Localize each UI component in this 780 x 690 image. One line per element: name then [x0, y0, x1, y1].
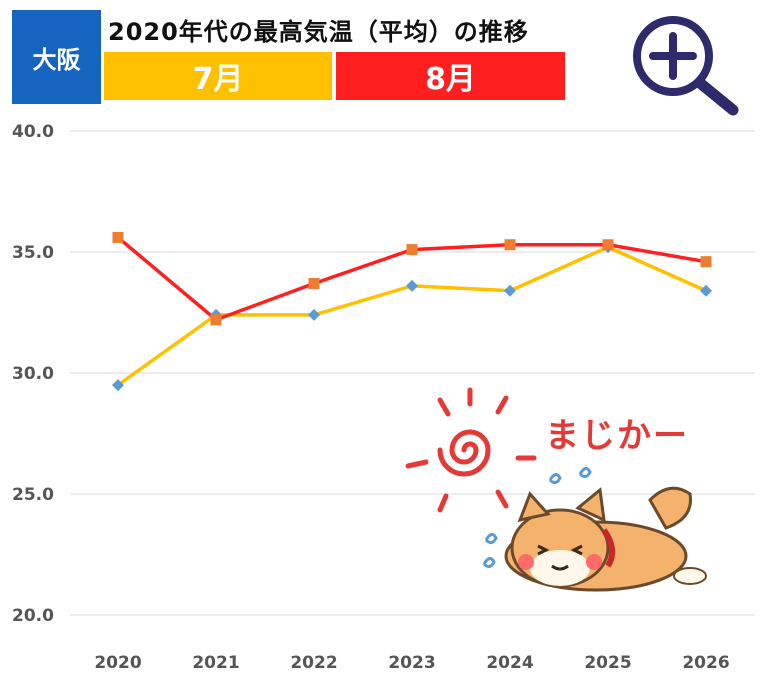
- x-tick-label: 2021: [192, 653, 239, 673]
- x-tick-label: 2022: [290, 653, 337, 673]
- data-point: [406, 279, 418, 292]
- y-axis-ticks: 20.0 25.0 30.0 35.0 40.0: [12, 122, 54, 626]
- x-tick-label: 2024: [486, 653, 533, 673]
- data-point: [112, 379, 124, 392]
- sun-icon: [405, 387, 537, 513]
- x-tick-label: 2023: [388, 653, 435, 673]
- sweat-drops-icon: [482, 467, 592, 569]
- x-tick-label: 2025: [584, 653, 631, 673]
- y-tick-label: 40.0: [12, 122, 54, 142]
- data-point: [406, 244, 418, 256]
- x-tick-label: 2026: [682, 653, 729, 673]
- data-point: [308, 308, 320, 321]
- data-point: [504, 284, 516, 297]
- data-point: [210, 314, 222, 326]
- zoom-in-icon[interactable]: [625, 12, 745, 117]
- chart-series: [112, 231, 712, 392]
- data-point: [504, 239, 516, 251]
- legend-august: 8月: [336, 52, 565, 100]
- y-tick-label: 20.0: [12, 606, 54, 626]
- city-badge: 大阪: [12, 10, 101, 104]
- x-axis-ticks: 2020 2021 2022 2023 2024 2025 2026: [94, 653, 729, 673]
- y-tick-label: 25.0: [12, 485, 54, 505]
- series-line: [116, 245, 707, 387]
- data-point: [602, 239, 614, 251]
- data-point: [700, 284, 712, 297]
- legend-july: 7月: [104, 52, 332, 100]
- y-tick-label: 30.0: [12, 364, 54, 384]
- sticker-caption: まじかー: [545, 416, 689, 456]
- y-tick-label: 35.0: [12, 243, 54, 263]
- chart-title: 2020年代の最高気温（平均）の推移: [108, 18, 529, 46]
- data-point: [700, 256, 712, 268]
- shiba-dog-icon: [504, 486, 707, 592]
- data-point: [308, 277, 320, 289]
- sun-and-shiba-dog-sticker: [405, 387, 707, 592]
- x-tick-label: 2020: [94, 653, 141, 673]
- data-point: [112, 231, 124, 243]
